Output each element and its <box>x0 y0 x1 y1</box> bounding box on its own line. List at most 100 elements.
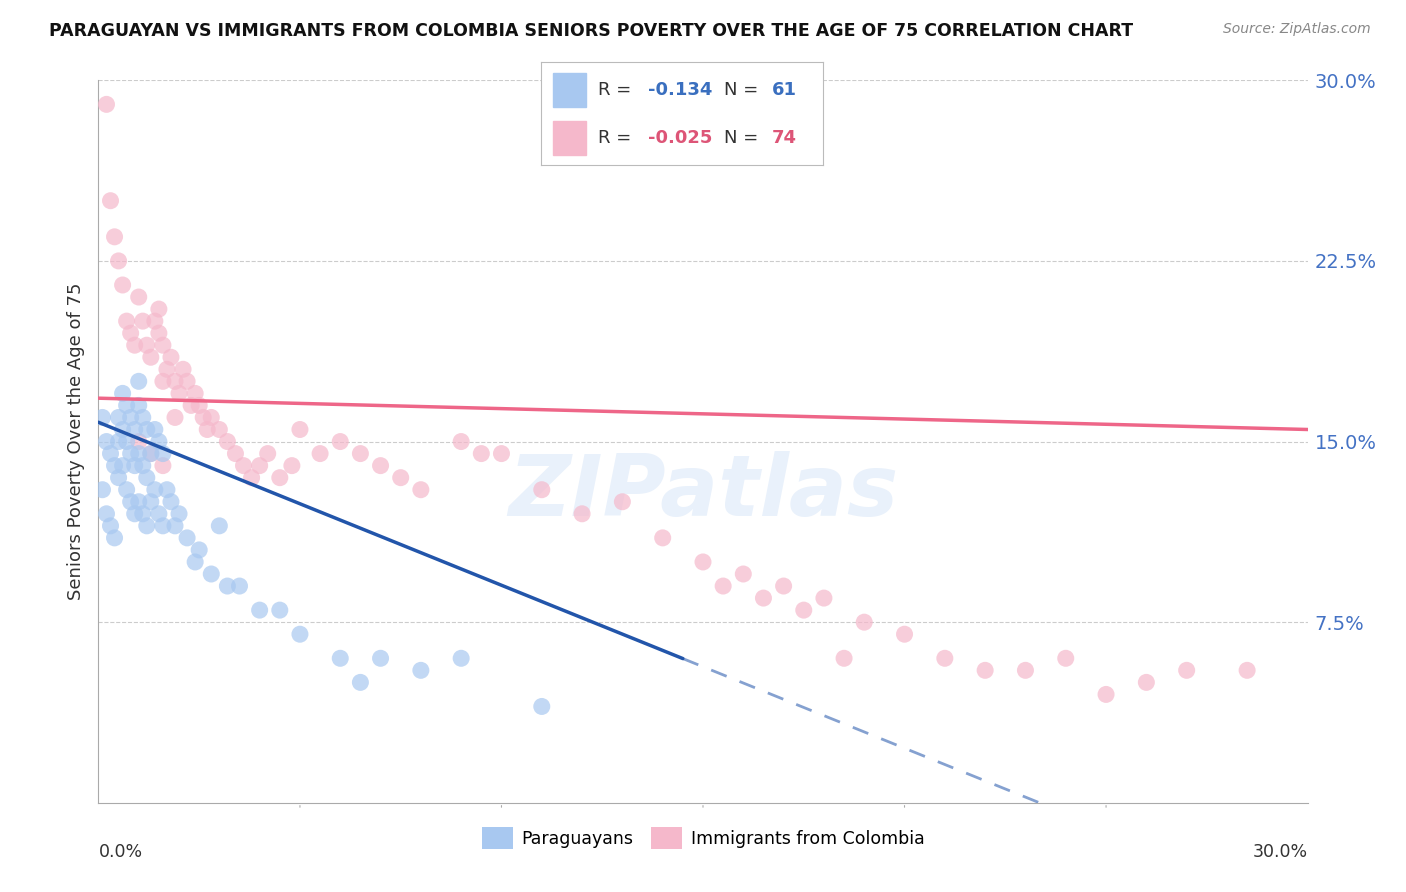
Point <box>370 651 392 665</box>
Point <box>143 314 166 328</box>
Point <box>813 591 835 605</box>
Point <box>124 422 146 436</box>
Bar <box>553 121 586 155</box>
Text: N =: N = <box>724 80 763 99</box>
Point <box>128 494 150 508</box>
Point <box>571 507 593 521</box>
Point <box>200 567 222 582</box>
Point <box>329 651 352 665</box>
Point <box>176 374 198 388</box>
Point <box>172 362 194 376</box>
Point <box>167 386 190 401</box>
Point <box>1175 664 1198 678</box>
Point <box>349 675 371 690</box>
Point <box>124 458 146 473</box>
Point <box>115 314 138 328</box>
Point <box>111 422 134 436</box>
Point <box>184 386 207 401</box>
Point <box>103 230 125 244</box>
Point <box>288 422 311 436</box>
Point <box>152 338 174 352</box>
Point <box>409 664 432 678</box>
Point <box>281 458 304 473</box>
Text: N =: N = <box>724 128 763 147</box>
Point <box>111 386 134 401</box>
Point <box>132 507 155 521</box>
Point <box>160 350 183 364</box>
Point <box>389 470 412 484</box>
Point <box>853 615 876 630</box>
Point <box>893 627 915 641</box>
Point <box>167 507 190 521</box>
Point <box>120 446 142 460</box>
Point <box>470 446 492 460</box>
Point <box>156 362 179 376</box>
Point <box>160 494 183 508</box>
Point <box>1135 675 1157 690</box>
Text: -0.025: -0.025 <box>648 128 713 147</box>
Point <box>100 446 122 460</box>
Point <box>156 483 179 497</box>
Point <box>832 651 855 665</box>
Point <box>96 507 118 521</box>
Point <box>111 277 134 292</box>
Point <box>120 410 142 425</box>
Text: 61: 61 <box>772 80 797 99</box>
Point <box>139 350 162 364</box>
Point <box>1236 664 1258 678</box>
Point <box>329 434 352 449</box>
Point <box>188 542 211 557</box>
Point <box>651 531 673 545</box>
Text: 0.0%: 0.0% <box>98 843 142 861</box>
Point <box>1054 651 1077 665</box>
Point <box>530 699 553 714</box>
Text: ZIPatlas: ZIPatlas <box>508 450 898 533</box>
Point <box>217 434 239 449</box>
Text: -0.134: -0.134 <box>648 80 713 99</box>
Point <box>107 253 129 268</box>
Point <box>1095 687 1118 701</box>
Point <box>135 338 157 352</box>
Point <box>96 434 118 449</box>
Point <box>793 603 815 617</box>
Point <box>934 651 956 665</box>
Point <box>148 507 170 521</box>
Point <box>100 194 122 208</box>
Text: 30.0%: 30.0% <box>1253 843 1308 861</box>
Point <box>124 507 146 521</box>
Point <box>733 567 755 582</box>
Point <box>152 446 174 460</box>
Point <box>269 470 291 484</box>
Point <box>180 398 202 412</box>
Point <box>132 458 155 473</box>
Point <box>612 494 634 508</box>
Point <box>115 398 138 412</box>
Point <box>450 651 472 665</box>
Point <box>195 422 218 436</box>
Point <box>124 338 146 352</box>
Point <box>692 555 714 569</box>
Point <box>139 494 162 508</box>
Point <box>107 470 129 484</box>
Point <box>128 290 150 304</box>
Point <box>115 434 138 449</box>
Point <box>135 518 157 533</box>
Point <box>128 434 150 449</box>
Point <box>256 446 278 460</box>
Point <box>200 410 222 425</box>
Text: R =: R = <box>598 128 637 147</box>
Point <box>143 483 166 497</box>
Point <box>491 446 513 460</box>
Point <box>711 579 734 593</box>
Point <box>450 434 472 449</box>
Point <box>135 422 157 436</box>
Point <box>91 483 114 497</box>
Point <box>148 326 170 340</box>
Point <box>530 483 553 497</box>
Text: Source: ZipAtlas.com: Source: ZipAtlas.com <box>1223 22 1371 37</box>
Point <box>269 603 291 617</box>
Point <box>128 446 150 460</box>
Point <box>143 422 166 436</box>
Point <box>409 483 432 497</box>
Point <box>163 374 186 388</box>
